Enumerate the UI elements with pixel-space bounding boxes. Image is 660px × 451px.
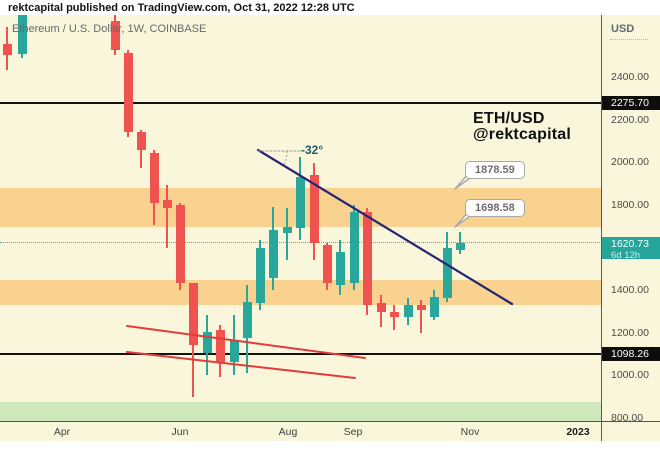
time-tick-sep: Sep — [343, 426, 363, 438]
candle-body — [295, 176, 305, 228]
candle-body — [2, 43, 12, 56]
level-price-badge: 2275.70 — [602, 96, 660, 111]
candle-body — [335, 252, 345, 286]
time-tick-2023: 2023 — [566, 426, 590, 438]
candle-body — [215, 330, 225, 362]
time-axis[interactable]: Apr Jun Aug Sep Nov 2023 — [0, 421, 660, 442]
publish-header: rektcapital published on TradingView.com… — [8, 2, 355, 14]
trendline-drawings — [126, 148, 514, 379]
currency-unit-button[interactable]: USD — [611, 23, 635, 35]
support-zone — [0, 401, 602, 421]
chart-frame: Ethereum / U.S. Dollar, 1W, COINBASE ETH… — [0, 15, 660, 442]
level-price-badge: 1098.26 — [602, 347, 660, 362]
support-resistance-line[interactable] — [0, 102, 602, 105]
price-tick: 2000.00 — [611, 156, 649, 169]
candle-body — [455, 243, 465, 250]
trend-angle-label: -32° — [301, 143, 324, 157]
price-tick: 1400.00 — [611, 284, 649, 297]
time-tick-aug: Aug — [278, 426, 298, 438]
candle-body — [229, 340, 239, 362]
candle-body — [268, 230, 278, 278]
symbol-title: Ethereum / U.S. Dollar, 1W, COINBASE — [12, 23, 207, 35]
price-tick: 1200.00 — [611, 326, 649, 339]
axis-separator-line — [601, 15, 603, 441]
price-tick: 1800.00 — [611, 198, 649, 211]
time-tick-jun: Jun — [171, 426, 189, 438]
bottom-margin — [0, 441, 660, 451]
candle-body — [349, 211, 359, 283]
candle-body — [110, 20, 120, 50]
price-tick: 2400.00 — [611, 71, 649, 83]
resistance-zone — [0, 279, 602, 305]
time-tick-nov: Nov — [460, 426, 480, 438]
candle-body — [403, 304, 413, 318]
candle-body — [376, 302, 386, 312]
watermark-symbol: ETH/USD — [473, 110, 545, 127]
bar-countdown: 6d 12h — [611, 250, 641, 262]
candle-body — [442, 247, 452, 298]
candle-body — [162, 200, 172, 208]
candle-wick — [286, 207, 288, 260]
candle-body — [416, 304, 426, 310]
current-price-value: 1620.73 — [611, 238, 649, 251]
watermark-handle: @rektcapital — [473, 126, 572, 143]
price-axis[interactable]: USD 2400.00 2200.00 2000.00 1800.00 1400.00 1… — [602, 15, 660, 425]
price-callout-1878: 1878.59 — [465, 161, 525, 179]
candle-wick — [459, 231, 461, 254]
price-tick: 1000.00 — [611, 369, 649, 382]
candle-body — [149, 152, 159, 203]
candle-body — [282, 227, 292, 234]
price-callout-1698: 1698.58 — [465, 199, 525, 217]
candle-body — [242, 301, 252, 338]
candle-body — [175, 204, 185, 283]
author-watermark: ETH/USD @rektcapital — [473, 111, 571, 143]
price-tick: 2200.00 — [611, 113, 649, 126]
support-resistance-line[interactable] — [0, 353, 602, 356]
price-plot[interactable]: Ethereum / U.S. Dollar, 1W, COINBASE ETH… — [0, 15, 602, 421]
candle-wick — [393, 304, 395, 330]
candle-body — [309, 175, 319, 243]
current-price-line — [0, 242, 602, 244]
candle-body — [389, 311, 399, 318]
candle-body — [362, 211, 372, 305]
candle-wick — [420, 299, 422, 333]
candle-body — [255, 247, 265, 303]
candle-body — [188, 282, 198, 345]
candle-body — [17, 15, 27, 54]
candle-wick — [166, 184, 168, 248]
time-tick-apr: Apr — [53, 426, 71, 438]
candle-body — [136, 131, 146, 150]
axis-dotted-divider — [610, 39, 648, 40]
candle-body — [322, 244, 332, 283]
candle-body — [429, 296, 439, 318]
candle-body — [123, 52, 133, 132]
candle-body — [202, 331, 212, 353]
price-tick: 800.00 — [611, 412, 644, 425]
current-price-badge: 1620.73 6d 12h — [602, 237, 660, 262]
